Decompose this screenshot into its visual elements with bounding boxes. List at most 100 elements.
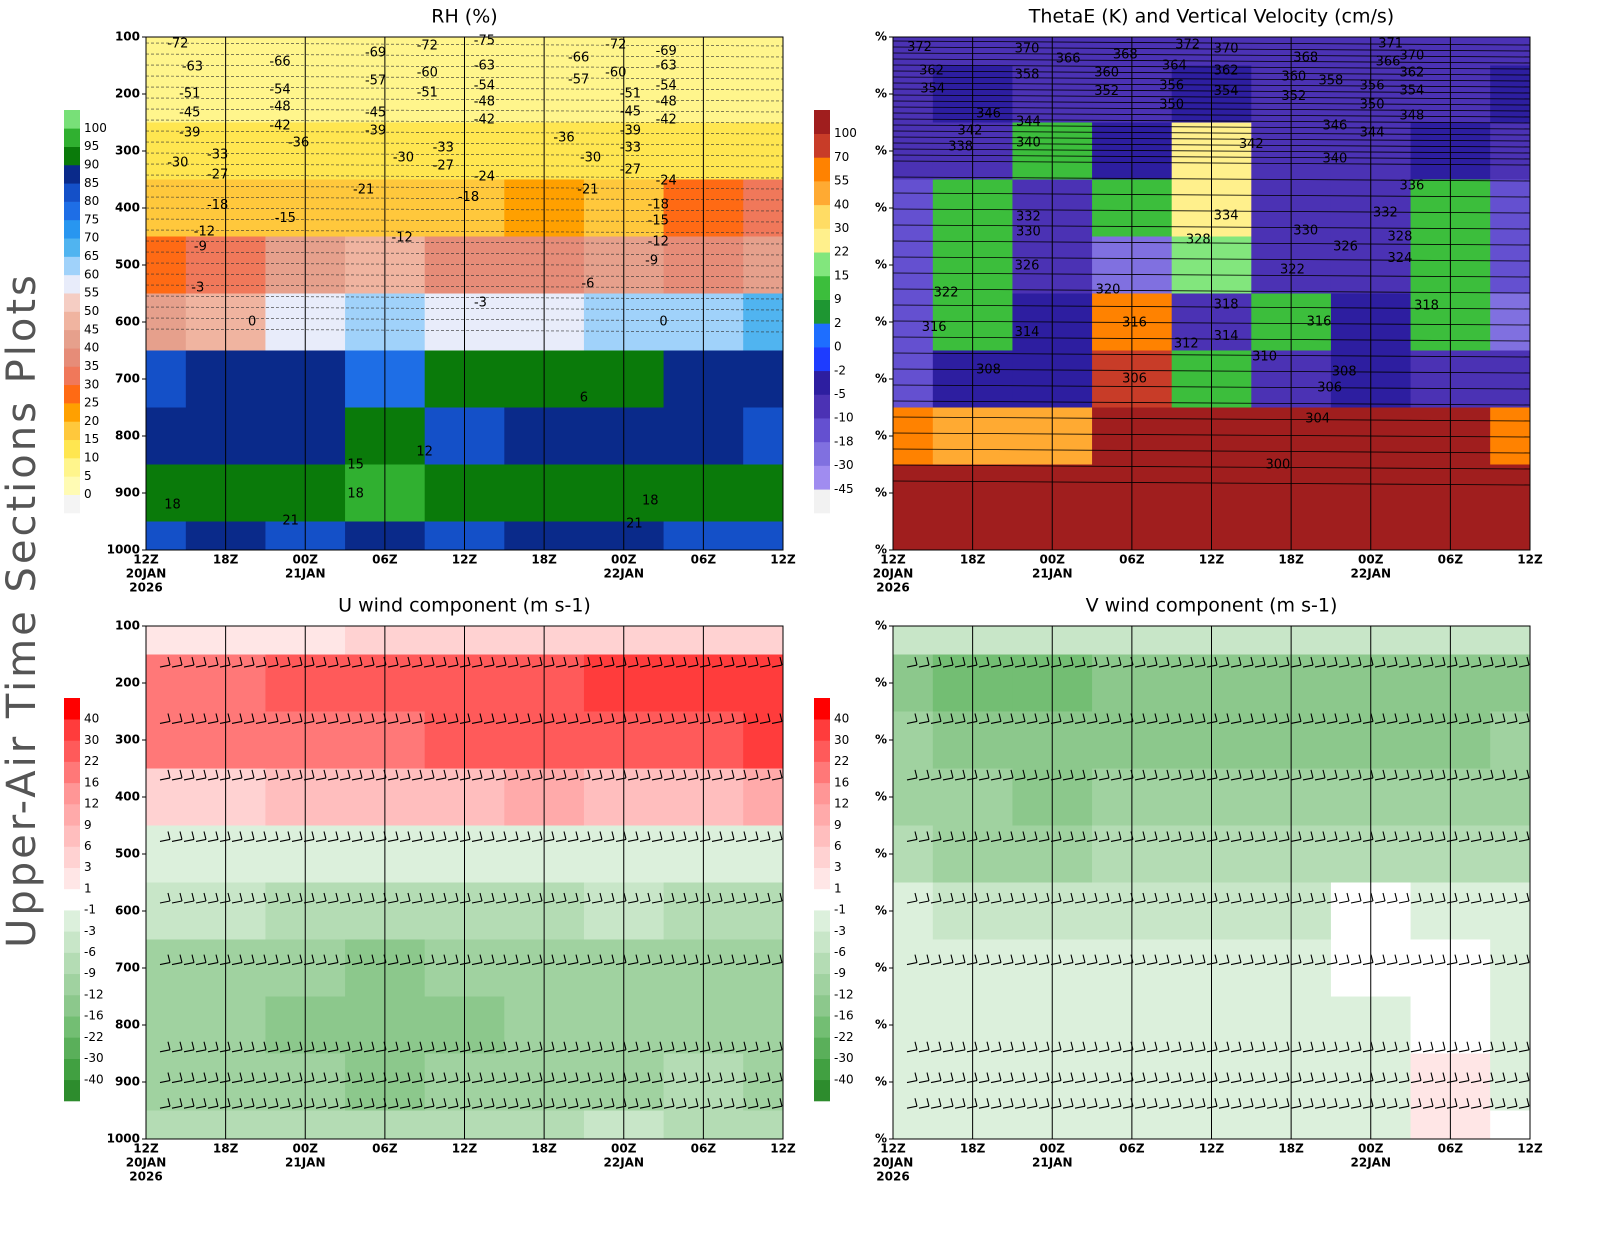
contour-line (146, 251, 783, 256)
wind-barb (1518, 769, 1530, 781)
wind-barb (471, 1098, 483, 1109)
wind-barb (1254, 769, 1266, 781)
wind-barb (1470, 954, 1482, 966)
wind-barb (978, 831, 990, 842)
colorbar-label: -6 (834, 945, 846, 959)
wind-barb (1014, 656, 1026, 668)
colorbar-swatch (814, 228, 830, 253)
wind-barb (615, 831, 627, 842)
wind-barb (1134, 1041, 1146, 1053)
wind-barb (1470, 1072, 1482, 1084)
field-cell (743, 1110, 783, 1139)
contour-label: 354 (1214, 84, 1239, 99)
wind-barb (966, 1098, 978, 1109)
wind-barb (1494, 1072, 1506, 1084)
contour-label: 362 (919, 64, 944, 79)
wind-barb (1170, 1098, 1182, 1109)
contour-label: -24 (656, 174, 677, 189)
y-tick-label: % (875, 87, 887, 101)
colorbar-swatch (64, 846, 80, 868)
wind-barb (1314, 656, 1326, 668)
wind-barb (1410, 954, 1422, 966)
wind-barb (627, 656, 639, 668)
wind-barb (759, 1098, 771, 1109)
wind-barb (447, 831, 459, 842)
x-tick-label: 06Z (1438, 553, 1464, 567)
wind-barb (219, 769, 231, 781)
wind-barb (1458, 656, 1470, 668)
wind-barb (1014, 1072, 1026, 1084)
field-cell (893, 882, 934, 940)
wind-barb (591, 1041, 603, 1053)
wind-barb (471, 954, 483, 966)
wind-barb (519, 713, 531, 725)
wind-barb (615, 892, 627, 904)
wind-barb (231, 1072, 243, 1084)
contour-line (146, 152, 783, 157)
colorbar-swatch (814, 204, 830, 229)
wind-barb (990, 656, 1002, 668)
colorbar-label: -30 (834, 1051, 854, 1065)
colorbar-swatch (64, 888, 80, 911)
wind-barb (1038, 1098, 1050, 1109)
wind-barb (699, 1098, 711, 1109)
colorbar-swatch (814, 252, 830, 277)
wind-barb (1470, 656, 1482, 668)
wind-barb (555, 656, 567, 668)
wind-barb (195, 769, 207, 781)
contour-label: 348 (1399, 109, 1424, 124)
wind-barb (1158, 831, 1170, 842)
field-cell (1490, 1110, 1530, 1139)
contour-label: 15 (347, 458, 364, 473)
contour-label: 360 (1281, 69, 1306, 84)
colorbar-label: 75 (84, 212, 99, 226)
colorbar-label: 90 (84, 157, 99, 171)
wind-barb (627, 954, 639, 966)
wind-barb (231, 713, 243, 725)
wind-barb (1398, 656, 1410, 668)
wind-barb (1182, 831, 1194, 842)
wind-barb (423, 1041, 435, 1053)
wind-barb (267, 954, 279, 966)
wind-barb (447, 1098, 459, 1109)
contour-label: 366 (1056, 52, 1081, 67)
contour-label: 330 (1016, 224, 1041, 239)
wind-barb (519, 954, 531, 966)
wind-barb (651, 1098, 663, 1109)
wind-barb (207, 954, 219, 966)
wind-barb (930, 1098, 942, 1109)
contour-line (146, 207, 783, 212)
contour-label: -30 (393, 150, 414, 165)
field-cell (146, 1053, 187, 1111)
wind-barb (1170, 892, 1182, 904)
wind-barb (1374, 1098, 1386, 1109)
wind-barb (507, 831, 519, 842)
colorbar-label: -1 (84, 903, 96, 917)
wind-barb (1458, 1072, 1470, 1084)
y-tick-label: 700 (115, 372, 140, 386)
contour-line (146, 306, 783, 311)
contour-label: -45 (365, 105, 386, 120)
wind-barb (1230, 656, 1242, 668)
colorbar-label: 85 (84, 176, 99, 190)
wind-barb (507, 769, 519, 781)
wind-barb (1182, 713, 1194, 725)
wind-barb (435, 954, 447, 966)
contour-label: 362 (1399, 65, 1424, 80)
wind-barb (423, 831, 435, 842)
wind-barb (990, 1098, 1002, 1109)
wind-barb (966, 954, 978, 966)
wind-barb (387, 892, 399, 904)
wind-barb (591, 1072, 603, 1084)
contour-label: 340 (1016, 136, 1041, 151)
contour-label: -54 (656, 79, 677, 94)
wind-barb (1266, 1072, 1278, 1084)
wind-barb (1494, 1041, 1506, 1053)
wind-barb (1350, 831, 1362, 842)
colorbar-label: -9 (84, 966, 96, 980)
colorbar-swatch (814, 157, 830, 182)
contour-label: -45 (620, 105, 641, 120)
wind-barb (759, 1041, 771, 1053)
wind-barb (315, 1098, 327, 1109)
field-cell (743, 996, 783, 1054)
